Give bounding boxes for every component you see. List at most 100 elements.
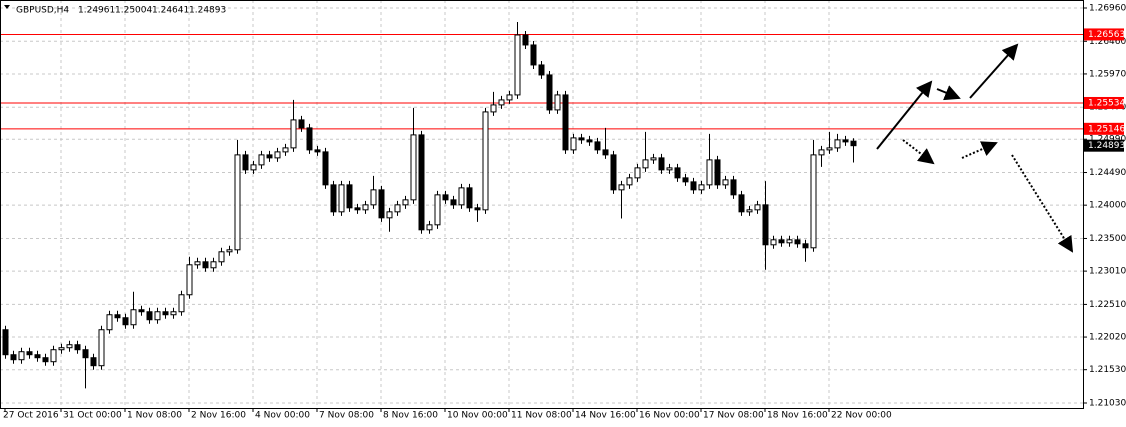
candle-body <box>386 211 393 219</box>
candle-body <box>850 140 857 147</box>
arrow <box>936 85 961 101</box>
candle-body <box>538 64 545 76</box>
candle-body <box>562 94 569 151</box>
level-label-box <box>1084 96 1124 109</box>
candle-body <box>250 164 257 171</box>
candle-body <box>26 351 33 356</box>
y-tick-label: 1.25970 <box>1089 69 1126 79</box>
candle-body <box>290 119 297 149</box>
y-tick-label: 1.23500 <box>1089 234 1126 244</box>
candle-body <box>658 157 665 171</box>
candle-body <box>410 134 417 201</box>
annotation-arrows <box>876 43 1074 253</box>
y-tick-label: 1.22510 <box>1089 300 1126 310</box>
candle-body <box>130 309 137 326</box>
candle-body <box>114 314 121 319</box>
candle-body <box>242 154 249 171</box>
candle-body <box>490 104 497 113</box>
candle-body <box>626 177 633 186</box>
candle-body <box>666 167 673 171</box>
candle-body <box>578 137 585 141</box>
candle-body <box>194 261 201 266</box>
candle-body <box>298 119 305 129</box>
dotted-arrow <box>1011 154 1074 253</box>
candle-body <box>42 357 49 363</box>
candle-body <box>714 159 721 186</box>
candle-body <box>266 154 273 159</box>
header-open: 1.24961 <box>78 6 115 16</box>
x-tick-label: 11 Nov 08:00 <box>511 411 572 421</box>
candle-body <box>474 207 481 211</box>
candle-body <box>106 314 113 331</box>
candle-body <box>2 329 9 356</box>
candle-body <box>602 149 609 156</box>
candle-body <box>122 317 129 326</box>
x-tick-label: 10 Nov 00:00 <box>447 411 508 421</box>
plot-frame <box>0 0 1084 409</box>
x-tick-label: 18 Nov 16:00 <box>767 411 828 421</box>
x-tick-label: 8 Nov 16:00 <box>383 411 438 421</box>
candle-body <box>514 34 521 96</box>
candle-body <box>170 311 177 316</box>
x-tick-label: 22 Nov 00:00 <box>831 411 892 421</box>
candle-body <box>650 157 657 161</box>
candle-body <box>482 111 489 211</box>
candle-body <box>730 179 737 196</box>
candle-body <box>330 184 337 213</box>
candle-body <box>162 311 169 316</box>
y-tick-label: 1.26460 <box>1089 37 1126 47</box>
candle-body <box>178 294 185 313</box>
candle-body <box>698 184 705 191</box>
candle-body <box>50 349 57 363</box>
candle-body <box>722 179 729 186</box>
y-tick-label: 1.21030 <box>1089 399 1126 409</box>
candle-body <box>146 311 153 321</box>
candle-body <box>58 347 65 351</box>
candle-body <box>506 94 513 101</box>
candle-body <box>154 311 161 321</box>
levels <box>0 33 1083 130</box>
header-close: 1.24893 <box>189 6 226 16</box>
y-tick-label: 1.21530 <box>1089 365 1126 375</box>
candle-body <box>466 187 473 209</box>
y-tick-label: 1.22020 <box>1089 333 1126 343</box>
candle-body <box>450 199 457 206</box>
candle-body <box>218 251 225 263</box>
candle-body <box>66 344 73 349</box>
candle-body <box>786 239 793 244</box>
arrow <box>969 43 1019 99</box>
x-tick-label: 2 Nov 16:00 <box>191 411 246 421</box>
candle-body <box>642 159 649 169</box>
candle-body <box>138 309 145 313</box>
candle-body <box>802 243 809 249</box>
x-tick-label: 16 Nov 00:00 <box>639 411 700 421</box>
x-tick-label: 1 Nov 08:00 <box>127 411 182 421</box>
candle-body <box>378 189 385 219</box>
candle-body <box>426 224 433 231</box>
candle-body <box>314 149 321 153</box>
candle-body <box>674 167 681 179</box>
candle-body <box>618 184 625 191</box>
y-tick-label: 1.23010 <box>1089 267 1126 277</box>
candle-body <box>498 99 505 106</box>
x-tick-label: 17 Nov 08:00 <box>703 411 764 421</box>
candle-body <box>570 137 577 151</box>
x-tick-label: 7 Nov 08:00 <box>319 411 374 421</box>
price-label: 1.24893 <box>1088 141 1125 151</box>
candle-body <box>202 261 209 269</box>
candle-body <box>842 139 849 143</box>
candle-body <box>394 204 401 213</box>
arrow <box>876 80 933 150</box>
candle-body <box>634 167 641 179</box>
candle-body <box>338 184 345 213</box>
candle-body <box>554 94 561 111</box>
candle-body <box>682 177 689 183</box>
x-tick-label: 14 Nov 16:00 <box>575 411 636 421</box>
x-tick-label: 31 Oct 00:00 <box>63 411 122 421</box>
level-label-box <box>1084 28 1124 41</box>
candle-body <box>402 199 409 206</box>
candle-body <box>706 159 713 186</box>
chart-title: GBPUSD,H4 <box>16 6 69 16</box>
